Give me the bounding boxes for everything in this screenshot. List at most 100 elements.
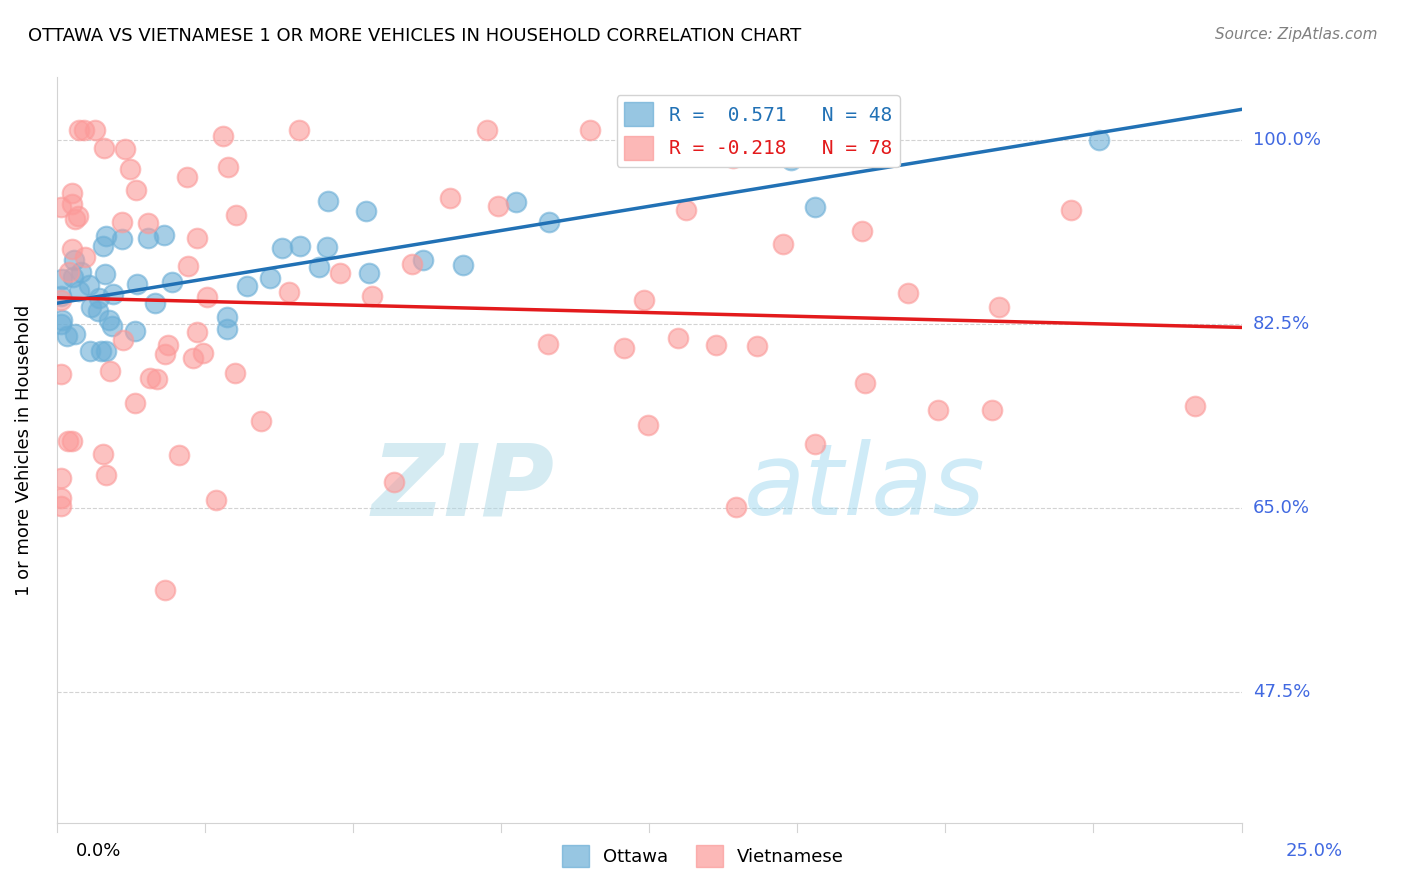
- Point: [704, 338, 727, 352]
- Point: [1060, 203, 1083, 218]
- Point: [118, 162, 141, 177]
- Point: [195, 290, 218, 304]
- Y-axis label: 1 or more Vehicles in Household: 1 or more Vehicles in Household: [15, 305, 32, 596]
- Point: [316, 240, 339, 254]
- Point: [217, 160, 239, 174]
- Point: [125, 183, 148, 197]
- Point: [96, 468, 118, 483]
- Point: [537, 215, 560, 229]
- Point: [277, 285, 299, 300]
- Point: [250, 414, 273, 428]
- Point: [51, 201, 73, 215]
- Point: [804, 437, 827, 451]
- Point: [67, 123, 90, 137]
- Point: [505, 194, 527, 209]
- Point: [65, 326, 87, 341]
- Point: [60, 242, 83, 256]
- Point: [357, 266, 380, 280]
- Point: [613, 341, 636, 355]
- Point: [156, 338, 179, 352]
- Point: [316, 194, 339, 209]
- Point: [67, 210, 90, 224]
- Point: [153, 227, 176, 242]
- Point: [290, 239, 312, 253]
- Point: [101, 287, 124, 301]
- Point: [51, 368, 73, 382]
- Point: [62, 252, 84, 267]
- Point: [114, 142, 136, 156]
- Text: OTTAWA VS VIETNAMESE 1 OR MORE VEHICLES IN HOUSEHOLD CORRELATION CHART: OTTAWA VS VIETNAMESE 1 OR MORE VEHICLES …: [28, 27, 801, 45]
- Point: [143, 295, 166, 310]
- Point: [259, 271, 281, 285]
- Point: [637, 417, 659, 432]
- Point: [93, 267, 115, 281]
- Point: [668, 331, 690, 345]
- Text: Source: ZipAtlas.com: Source: ZipAtlas.com: [1215, 27, 1378, 42]
- Text: atlas: atlas: [744, 439, 986, 536]
- Point: [80, 300, 103, 314]
- Point: [112, 333, 135, 347]
- Point: [98, 313, 121, 327]
- Point: [186, 325, 208, 339]
- Point: [747, 338, 769, 352]
- Point: [58, 264, 80, 278]
- Point: [89, 291, 111, 305]
- Point: [853, 376, 876, 391]
- Point: [51, 318, 73, 332]
- Point: [162, 275, 184, 289]
- Point: [100, 318, 122, 333]
- Text: 47.5%: 47.5%: [1253, 683, 1310, 701]
- Point: [83, 123, 105, 137]
- Point: [94, 228, 117, 243]
- Point: [73, 250, 96, 264]
- Point: [897, 285, 920, 300]
- Point: [127, 277, 149, 291]
- Text: ZIP: ZIP: [371, 439, 554, 536]
- Point: [1184, 399, 1206, 413]
- Point: [91, 447, 114, 461]
- Point: [77, 278, 100, 293]
- Point: [86, 303, 108, 318]
- Point: [124, 324, 146, 338]
- Point: [110, 214, 132, 228]
- Point: [51, 293, 73, 307]
- Point: [225, 208, 247, 222]
- Point: [153, 347, 176, 361]
- Point: [579, 123, 602, 137]
- Point: [217, 321, 239, 335]
- Point: [181, 351, 204, 366]
- Point: [51, 271, 73, 285]
- Point: [721, 151, 744, 165]
- Point: [138, 217, 160, 231]
- Point: [772, 237, 794, 252]
- Point: [90, 343, 112, 358]
- Point: [153, 583, 176, 598]
- Point: [55, 328, 77, 343]
- Point: [124, 396, 146, 410]
- Point: [79, 343, 101, 358]
- Point: [537, 337, 560, 351]
- Point: [633, 293, 655, 307]
- Point: [62, 196, 84, 211]
- Point: [176, 169, 198, 184]
- Point: [439, 190, 461, 204]
- Point: [354, 203, 377, 218]
- Point: [69, 265, 91, 279]
- Point: [477, 123, 499, 137]
- Point: [236, 278, 259, 293]
- Point: [224, 367, 246, 381]
- Point: [288, 123, 311, 137]
- Point: [62, 434, 84, 448]
- Point: [51, 471, 73, 485]
- Text: 100.0%: 100.0%: [1253, 131, 1320, 150]
- Point: [412, 252, 434, 267]
- Point: [401, 256, 423, 270]
- Point: [136, 231, 159, 245]
- Point: [927, 402, 949, 417]
- Point: [271, 241, 294, 255]
- Point: [60, 186, 83, 200]
- Text: 0.0%: 0.0%: [76, 842, 121, 860]
- Point: [851, 224, 873, 238]
- Point: [51, 491, 73, 505]
- Point: [804, 200, 827, 214]
